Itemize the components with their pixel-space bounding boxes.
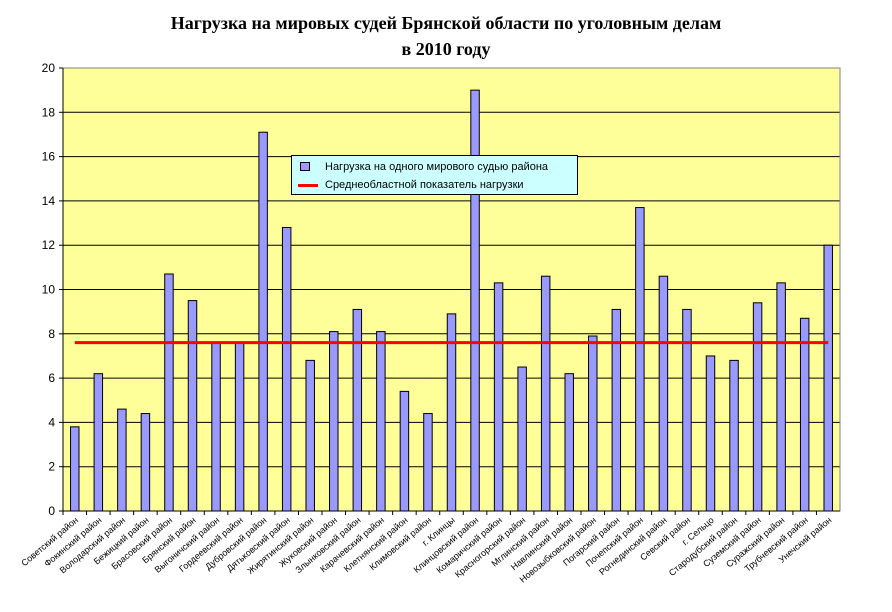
bar — [682, 308, 692, 512]
bar — [752, 302, 763, 512]
bar — [635, 207, 645, 512]
y-tick-label: 20 — [42, 61, 56, 75]
bar — [540, 275, 551, 512]
bar — [658, 275, 669, 512]
bar — [117, 408, 127, 512]
bar — [776, 282, 786, 512]
bar — [376, 331, 386, 512]
chart-title-line-1: Нагрузка на мировых судей Брянской облас… — [170, 13, 722, 33]
y-tick-label: 8 — [48, 327, 55, 341]
bar — [352, 308, 363, 512]
bar — [70, 426, 80, 512]
y-tick-label: 16 — [42, 150, 56, 164]
bar — [93, 373, 104, 512]
bar — [140, 413, 151, 512]
y-tick-labels: 0 2 4 6 8 10 12 14 16 18 20 — [42, 61, 56, 518]
bar — [234, 342, 245, 512]
bar — [799, 317, 810, 512]
bar — [164, 273, 174, 512]
y-tick-label: 2 — [48, 460, 55, 474]
bar — [588, 335, 598, 512]
y-tick-label: 14 — [42, 194, 56, 208]
y-tick-label: 4 — [48, 415, 55, 429]
y-tick-label: 10 — [42, 283, 56, 297]
bar — [281, 226, 292, 512]
bar — [305, 359, 315, 512]
y-tick-label: 18 — [42, 105, 56, 119]
bar — [564, 373, 574, 512]
chart-title-line-2: в 2010 году — [401, 39, 491, 59]
bar — [329, 331, 339, 512]
bar — [611, 308, 622, 512]
bar — [470, 89, 480, 512]
y-tick-label: 6 — [48, 371, 55, 385]
bar — [705, 355, 716, 512]
bar — [423, 413, 433, 512]
bar — [187, 300, 198, 512]
bar — [729, 359, 739, 512]
y-tick-label: 12 — [42, 238, 56, 252]
bar — [211, 342, 221, 512]
bar — [399, 390, 410, 512]
axes — [59, 67, 841, 515]
legend-line-label: Среднеобластной показатель нагрузки — [325, 179, 524, 191]
legend-bar-label: Нагрузка на одного мирового судью района — [325, 161, 549, 173]
chart-title: Нагрузка на мировых судей Брянской облас… — [0, 10, 892, 62]
bar — [517, 366, 527, 512]
bar — [258, 131, 268, 512]
bar — [823, 244, 833, 512]
legend-line-swatch — [298, 184, 318, 187]
legend-bar-swatch — [300, 162, 310, 171]
y-tick-label: 0 — [48, 504, 55, 518]
legend: Нагрузка на одного мирового судью района… — [291, 155, 578, 195]
bar — [493, 282, 504, 512]
